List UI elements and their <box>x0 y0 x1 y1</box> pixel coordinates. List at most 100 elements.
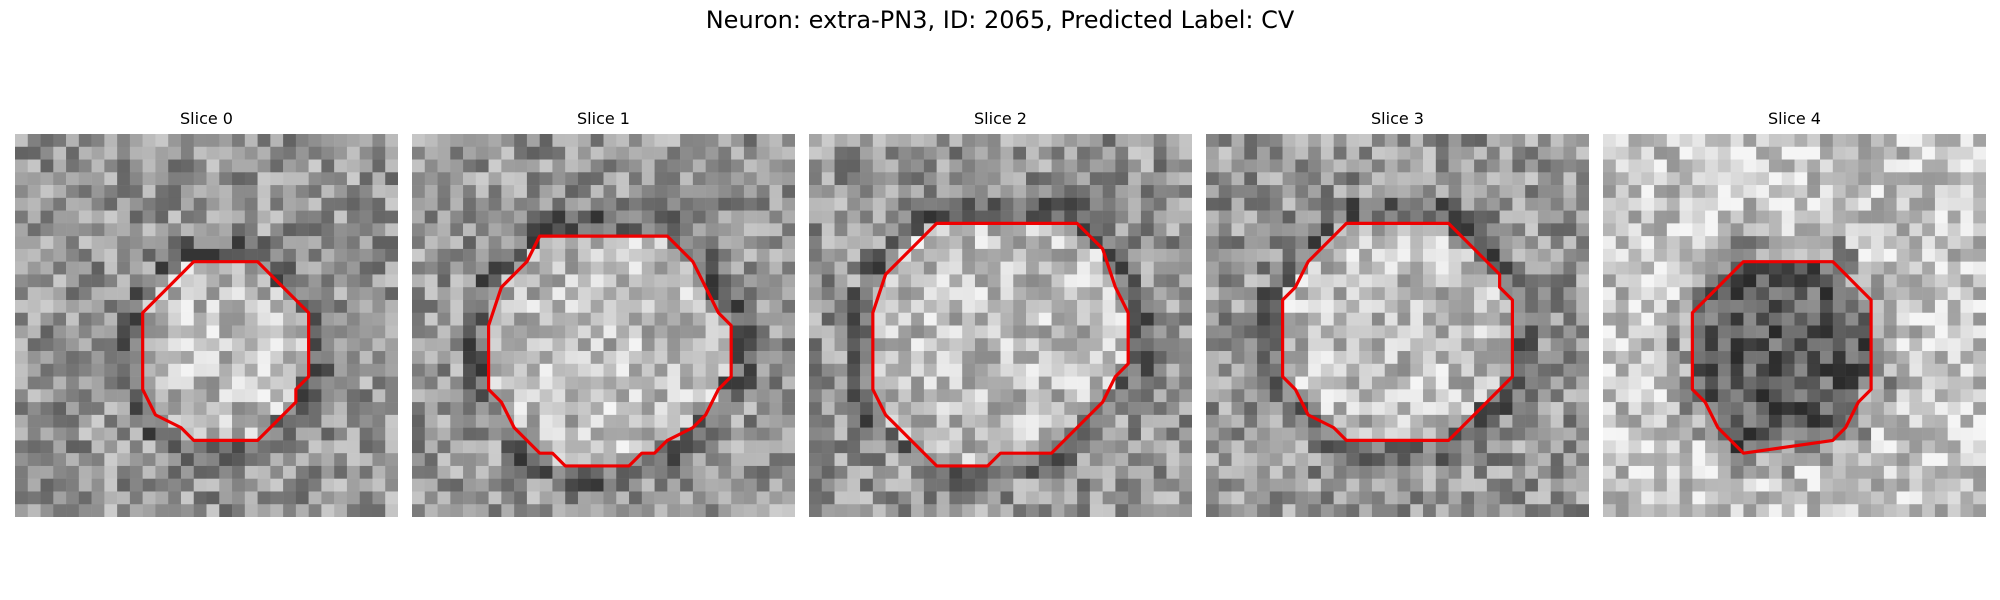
slice-pixel <box>1883 236 1897 250</box>
slice-pixel <box>412 351 426 365</box>
slice-pixel <box>1013 478 1027 492</box>
slice-pixel <box>1448 210 1462 224</box>
slice-pixel <box>78 236 92 250</box>
slice-pixel <box>1705 236 1719 250</box>
slice-pixel <box>923 197 937 211</box>
slice-pixel <box>1512 210 1526 224</box>
slice-pixel <box>577 351 591 365</box>
slice-pixel <box>283 453 297 467</box>
slice-pixel <box>1768 351 1782 365</box>
slice-pixel <box>104 478 118 492</box>
slice-pixel <box>1525 453 1539 467</box>
slice-pixel <box>680 414 694 428</box>
slice-pixel <box>1654 363 1668 377</box>
slice-pixel <box>1666 236 1680 250</box>
slice-pixel <box>1730 363 1744 377</box>
slice-pixel <box>1768 338 1782 352</box>
slice-pixel <box>1026 363 1040 377</box>
slice-pixel <box>78 504 92 517</box>
slice-pixel <box>488 146 502 160</box>
slice-pixel <box>898 312 912 326</box>
slice-pixel <box>1615 223 1629 237</box>
slice-pixel <box>1807 159 1821 173</box>
slice-pixel <box>1231 274 1245 288</box>
slice-pixel <box>526 338 540 352</box>
slice-pixel <box>53 491 67 505</box>
slice-pixel <box>372 427 386 441</box>
slice-pixel <box>193 248 207 262</box>
slice-pixel <box>91 325 105 339</box>
slice-pixel <box>809 338 823 352</box>
slice-pixel <box>501 453 515 467</box>
slice-pixel <box>1615 146 1629 160</box>
slice-pixel <box>1743 185 1757 199</box>
slice-pixel <box>911 478 925 492</box>
slice-pixel <box>117 172 131 186</box>
slice-pixel <box>1359 427 1373 441</box>
slice-pixel <box>385 427 398 441</box>
slice-pixel <box>539 287 553 301</box>
slice-pixel <box>91 197 105 211</box>
slice-pixel <box>424 236 438 250</box>
slice-pixel <box>898 491 912 505</box>
slice-pixel <box>692 351 706 365</box>
slice-pixel <box>424 491 438 505</box>
slice-pixel <box>244 440 258 454</box>
slice-pixel <box>385 453 398 467</box>
slice-pixel <box>1947 312 1961 326</box>
slice-pixel <box>1231 312 1245 326</box>
slice-pixel <box>475 389 489 403</box>
slice-pixel <box>1231 414 1245 428</box>
slice-pixel <box>1525 389 1539 403</box>
slice-pixel <box>206 325 220 339</box>
slice-pixel <box>1282 478 1296 492</box>
slice-pixel <box>1140 248 1154 262</box>
slice-pixel <box>1576 363 1589 377</box>
slice-pixel <box>1909 363 1923 377</box>
slice-pixel <box>782 274 795 288</box>
slice-pixel <box>1730 299 1744 313</box>
slice-pixel <box>987 172 1001 186</box>
slice-pixel <box>705 363 719 377</box>
slice-pixel <box>1257 287 1271 301</box>
slice-pixel <box>1756 159 1770 173</box>
slice-pixel <box>1794 376 1808 390</box>
slice-pixel <box>53 248 67 262</box>
slice-pixel <box>1512 134 1526 148</box>
slice-pixel <box>872 465 886 479</box>
slice-pixel <box>1781 504 1795 517</box>
slice-pixel <box>1320 363 1334 377</box>
slice-pixel <box>616 402 630 416</box>
slice-pixel <box>641 223 655 237</box>
slice-pixel <box>40 363 54 377</box>
slice-pixel <box>104 223 118 237</box>
slice-pixel <box>1077 261 1091 275</box>
slice-pixel <box>117 504 131 517</box>
slice-pixel <box>1244 363 1258 377</box>
slice-pixel <box>1218 274 1232 288</box>
slice-pixel <box>782 504 795 517</box>
slice-pixel <box>27 159 41 173</box>
slice-pixel <box>1960 146 1974 160</box>
slice-pixel <box>769 427 783 441</box>
slice-pixel <box>1206 363 1220 377</box>
slice-pixel <box>463 146 477 160</box>
slice-pixel <box>782 491 795 505</box>
slice-pixel <box>424 427 438 441</box>
slice-pixel <box>1871 261 1885 275</box>
slice-pixel <box>731 274 745 288</box>
slice-pixel <box>1410 427 1424 441</box>
slice-pixel <box>705 312 719 326</box>
slice-pixel <box>1000 389 1014 403</box>
slice-pixel <box>66 440 80 454</box>
slice-pixel <box>1756 236 1770 250</box>
slice-pixel <box>834 312 848 326</box>
slice-pixel <box>847 312 861 326</box>
slice-pixel <box>1615 274 1629 288</box>
slice-pixel <box>308 427 322 441</box>
slice-pixel <box>809 389 823 403</box>
slice-pixel <box>1756 338 1770 352</box>
slice-pixel <box>1435 351 1449 365</box>
slice-pixel <box>1756 274 1770 288</box>
slice-pixel <box>1269 210 1283 224</box>
